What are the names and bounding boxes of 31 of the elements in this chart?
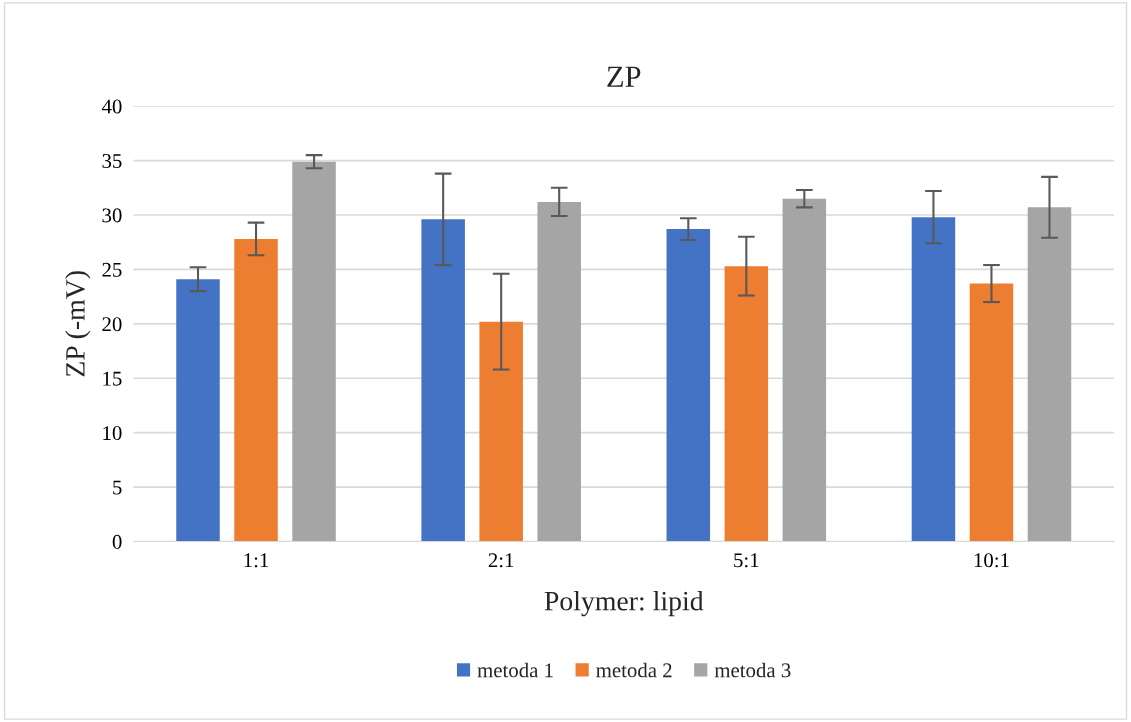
y-tick-label: 5 — [113, 480, 122, 495]
x-tick-label: 1:1 — [244, 553, 269, 568]
y-tick-label: 40 — [101, 99, 122, 114]
x-tick-label: 5:1 — [734, 553, 759, 568]
y-tick-label: 25 — [102, 262, 122, 277]
bar — [292, 161, 336, 542]
legend-label: metoda 2 — [596, 662, 672, 678]
chart-title: ZP — [607, 66, 641, 87]
legend-label: metoda 1 — [477, 662, 553, 678]
y-tick-label: 15 — [103, 371, 122, 386]
bar — [724, 266, 769, 542]
bar — [537, 201, 581, 542]
bar — [234, 238, 278, 542]
y-tick-label: 35 — [102, 153, 122, 168]
bar — [421, 219, 465, 542]
x-axis-title: Polymer: lipid — [544, 590, 704, 617]
bar — [1027, 207, 1072, 542]
y-tick-label: 0 — [112, 534, 122, 549]
bar — [911, 217, 956, 542]
legend-label: metoda 3 — [714, 662, 791, 678]
bar — [666, 229, 711, 542]
y-axis-title: ZP (-mV) — [65, 271, 91, 377]
y-tick-label: 30 — [102, 208, 122, 223]
bar — [479, 321, 523, 542]
x-tick-label: 2:1 — [488, 553, 514, 568]
bar — [782, 198, 827, 542]
y-tick-label: 10 — [103, 426, 122, 441]
y-tick-label: 20 — [102, 317, 122, 332]
bar — [176, 279, 220, 542]
x-tick-label: 10:1 — [974, 553, 1009, 568]
bar — [969, 283, 1014, 542]
